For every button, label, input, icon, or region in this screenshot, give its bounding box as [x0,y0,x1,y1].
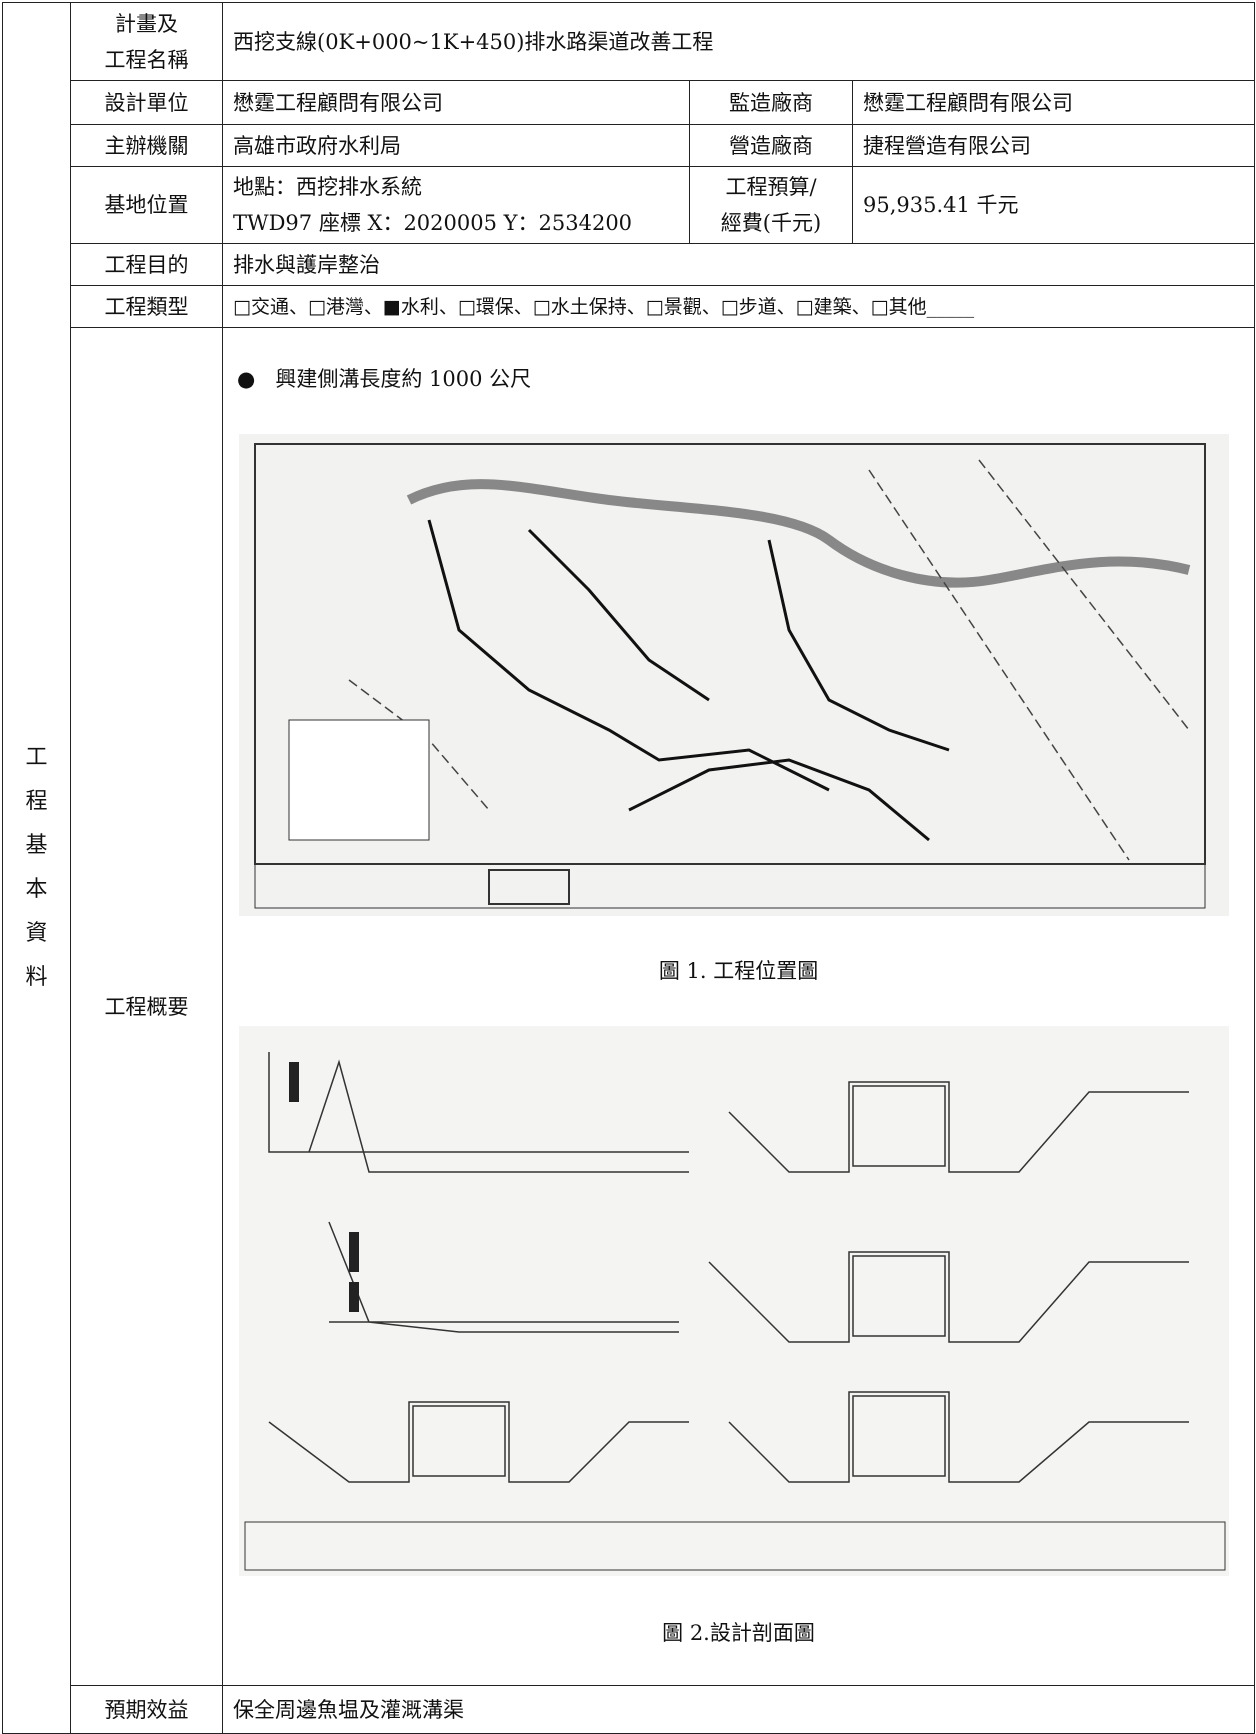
value: 高雄市政府水利局 [222,124,690,167]
value: 地點：西挖排水系統 TWD97 座標 X：2020005 Y：2534200 [222,166,690,244]
value: 西挖支線(0K+000~1K+450)排水路渠道改善工程 [221,2,1256,81]
label: 計畫及 工程名稱 [70,2,223,81]
label: 預期效益 [70,1685,223,1734]
label: 工程概要 [70,327,223,1686]
label: 設計單位 [70,80,223,125]
location-map [239,434,1229,916]
summary-cell: ● 興建側溝長度約 1000 公尺 圖 1. 工程位置圖 圖 2.設計剖面圖 [221,327,1256,1686]
section-label: 工 程 基 本 資 料 [2,2,71,1734]
label: 工程目的 [70,243,223,286]
label: 營造廠商 [689,124,853,167]
value: 懋霆工程顧問有限公司 [851,80,1256,125]
label: 基地位置 [70,166,223,244]
value: 排水與護岸整治 [221,243,1256,286]
value: 懋霆工程顧問有限公司 [222,80,690,125]
figure-caption: 圖 1. 工程位置圖 [658,959,819,983]
bullet-text: 興建側溝長度約 1000 公尺 [275,367,532,391]
label: 工程預算/ 經費(千元) [689,166,853,244]
label: 主辦機關 [70,124,223,167]
figure-caption: 圖 2.設計剖面圖 [662,1621,815,1645]
map-bg [239,434,1229,916]
value: □交通、□港灣、■水利、□環保、□水土保持、□景觀、□步道、□建築、□其他___… [221,285,1256,328]
value: 保全周邊魚塭及灌溉溝渠 [221,1685,1256,1734]
value: 95,935.41 千元 [851,166,1256,244]
value: 捷程營造有限公司 [851,124,1256,167]
bullet: ● 興建側溝長度約 1000 公尺 [237,367,532,391]
label: 監造廠商 [689,80,853,125]
label: 工程類型 [70,285,223,328]
cross-section-drawing [239,1026,1229,1576]
